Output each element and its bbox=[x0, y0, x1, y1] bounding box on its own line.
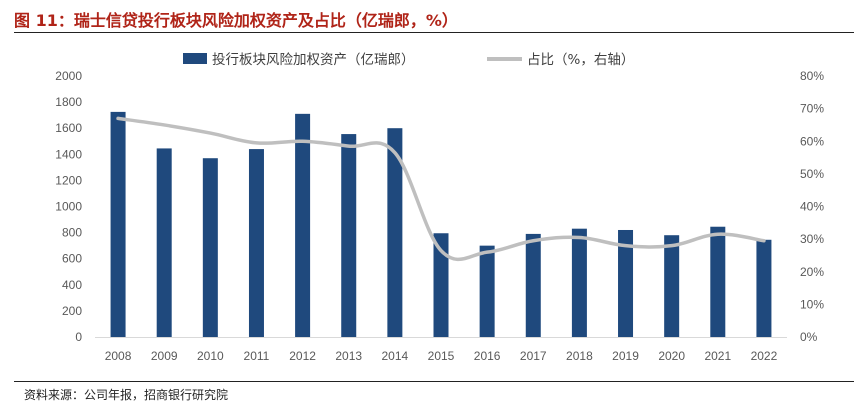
y-right-tick-label: 30% bbox=[800, 232, 824, 246]
y-left-tick-label: 1000 bbox=[55, 200, 82, 214]
x-tick-label: 2008 bbox=[105, 349, 132, 363]
legend: 投行板块风险加权资产（亿瑞郎） 占比（%，右轴） bbox=[183, 51, 634, 68]
bar-2015 bbox=[433, 233, 449, 337]
x-tick-label: 2012 bbox=[289, 349, 316, 363]
x-tick-label: 2015 bbox=[428, 349, 455, 363]
x-tick-label: 2018 bbox=[566, 349, 593, 363]
y-left-tick-label: 1200 bbox=[55, 173, 82, 187]
x-tick-label: 2021 bbox=[704, 349, 731, 363]
y-right-tick-label: 80% bbox=[800, 69, 824, 83]
y-left-tick-label: 800 bbox=[62, 226, 82, 240]
bar-2013 bbox=[341, 134, 357, 337]
legend-swatch-rwa bbox=[183, 53, 207, 64]
title-rule bbox=[14, 32, 854, 33]
y-right-tick-label: 40% bbox=[800, 200, 824, 214]
bar-2016 bbox=[479, 245, 495, 337]
bar-2009 bbox=[156, 148, 172, 337]
bar-2020 bbox=[664, 235, 680, 337]
bar-2014 bbox=[387, 128, 403, 337]
y-right-tick-label: 60% bbox=[800, 134, 824, 148]
bar-2018 bbox=[571, 228, 587, 337]
legend-label-share: 占比（%，右轴） bbox=[527, 52, 634, 68]
bar-2019 bbox=[618, 229, 634, 337]
y-left-tick-label: 0 bbox=[75, 330, 82, 344]
y-left-tick-label: 400 bbox=[62, 278, 82, 292]
bar-series bbox=[110, 111, 772, 337]
x-tick-label: 2011 bbox=[244, 349, 270, 363]
y-right-tick-label: 50% bbox=[800, 167, 824, 181]
y-axis-left: 0 200 400 600 800 1000 1200 1400 1600 1800 2000 bbox=[55, 69, 82, 344]
source-rule bbox=[14, 381, 854, 382]
source-note: 资料来源：公司年报，招商银行研究院 bbox=[24, 388, 229, 402]
bar-2010 bbox=[202, 158, 218, 337]
x-tick-label: 2020 bbox=[658, 349, 685, 363]
bar-2012 bbox=[295, 113, 311, 337]
y-left-tick-label: 1800 bbox=[55, 95, 82, 109]
bar-2017 bbox=[525, 233, 541, 337]
y-axis-right: 0% 10% 20% 30% 40% 50% 60% 70% 80% bbox=[800, 69, 824, 344]
y-left-tick-label: 2000 bbox=[55, 69, 82, 83]
bar-2008 bbox=[110, 111, 126, 337]
bar-2022 bbox=[756, 239, 772, 337]
x-tick-label: 2016 bbox=[474, 349, 501, 363]
y-right-tick-label: 10% bbox=[800, 297, 824, 311]
y-left-tick-label: 600 bbox=[62, 252, 82, 266]
y-right-tick-label: 20% bbox=[800, 265, 824, 279]
x-tick-label: 2022 bbox=[751, 349, 778, 363]
y-left-tick-label: 1400 bbox=[55, 147, 82, 161]
x-tick-label: 2009 bbox=[151, 349, 178, 363]
figure-title: 图 11：瑞士信贷投行板块风险加权资产及占比（亿瑞郎，%） bbox=[14, 11, 458, 30]
x-tick-label: 2010 bbox=[197, 349, 224, 363]
bar-2011 bbox=[248, 149, 264, 337]
legend-label-rwa: 投行板块风险加权资产（亿瑞郎） bbox=[212, 51, 415, 68]
y-left-tick-label: 200 bbox=[62, 304, 82, 318]
share-line bbox=[116, 116, 766, 262]
x-tick-label: 2017 bbox=[520, 349, 547, 363]
y-left-tick-label: 1600 bbox=[55, 121, 82, 135]
x-axis: 2008 2009 2010 2011 2012 2013 2014 2015 2016 2017… bbox=[105, 349, 778, 363]
y-right-tick-label: 70% bbox=[800, 102, 824, 116]
x-tick-label: 2019 bbox=[612, 349, 639, 363]
bar-2021 bbox=[710, 226, 726, 337]
x-tick-label: 2013 bbox=[335, 349, 362, 363]
y-right-tick-label: 0% bbox=[800, 330, 818, 344]
x-tick-label: 2014 bbox=[382, 349, 409, 363]
